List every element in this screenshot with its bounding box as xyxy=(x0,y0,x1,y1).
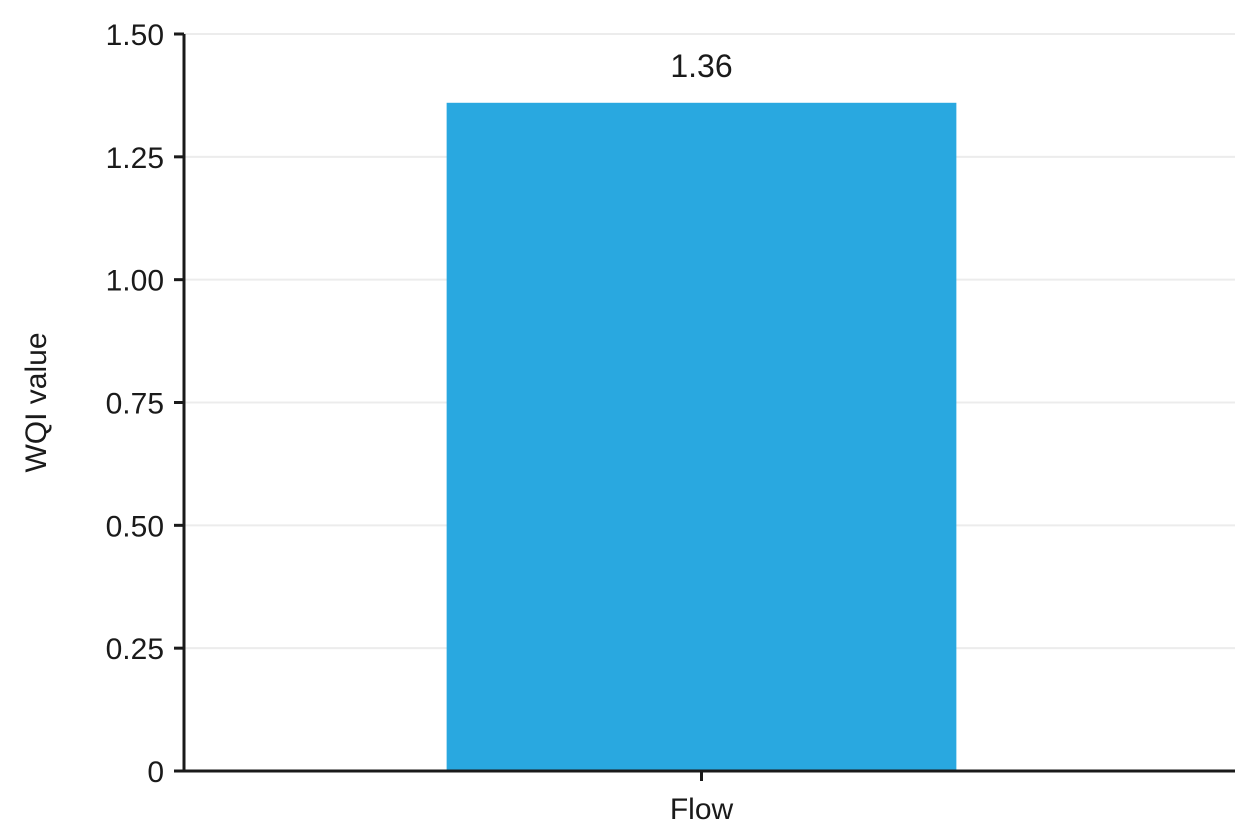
x-tick-label: Flow xyxy=(670,793,734,826)
data-labels: 1.36 xyxy=(670,48,732,84)
y-tick-label: 0.50 xyxy=(106,510,164,543)
bars xyxy=(446,102,957,771)
y-tick-label: 1.00 xyxy=(106,265,164,298)
y-tick-label: 0 xyxy=(147,756,164,789)
y-tick-label: 1.50 xyxy=(106,19,164,52)
x-axis-ticks: Flow xyxy=(670,771,734,826)
bar-flow xyxy=(446,102,957,771)
y-axis-ticks: 0 0.25 0.50 0.75 1.00 1.25 1.50 xyxy=(106,19,184,789)
y-tick-label: 0.75 xyxy=(106,388,164,421)
y-tick-label: 1.25 xyxy=(106,142,164,175)
data-label: 1.36 xyxy=(670,48,732,84)
y-tick-label: 0.25 xyxy=(106,633,164,666)
y-axis-title: WQI value xyxy=(20,332,53,472)
